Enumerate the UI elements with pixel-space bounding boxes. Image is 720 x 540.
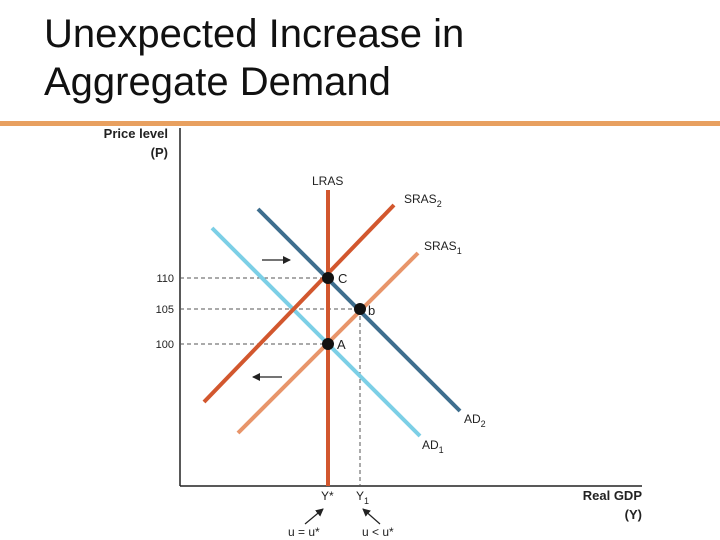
y1-label: Y1 [356,489,369,506]
slide-title-line2: Aggregate Demand [44,60,391,104]
slide-title: Unexpected Increase in Aggregate Demand [44,10,684,106]
sras2-curve [202,203,396,404]
slide-title-line1: Unexpected Increase in [44,12,465,56]
y-axis-title-line2: (P) [151,145,168,160]
ad1-curve [210,226,422,438]
lras-label: LRAS [312,174,343,188]
price-tick-105: 105 [156,304,174,316]
sras2-label: SRAS2 [404,192,442,209]
below-unemployment-label: u < u* [362,525,394,539]
point-a [322,338,334,350]
ystar-label: Y* [321,489,334,503]
natural-unemployment-label: u = u* [288,525,320,539]
x-axis-title-line2: (Y) [625,507,642,522]
ad2-label: AD2 [464,412,486,429]
price-tick-100: 100 [156,339,174,351]
point-b [354,303,366,315]
below-unemployment-arrow [362,508,381,525]
point-a-label: A [337,337,346,352]
price-tick-110: 110 [156,273,174,285]
point-c [322,272,334,284]
sras1-label: SRAS1 [424,239,462,256]
point-b-label: b [368,303,375,318]
title-divider [0,121,720,126]
ad1-label: AD1 [422,438,444,455]
x-axis-title-line1: Real GDP [583,488,643,503]
point-c-label: C [338,271,347,286]
natural-unemployment-arrow [304,508,324,525]
y-axis-title-line1: Price level [104,126,168,141]
